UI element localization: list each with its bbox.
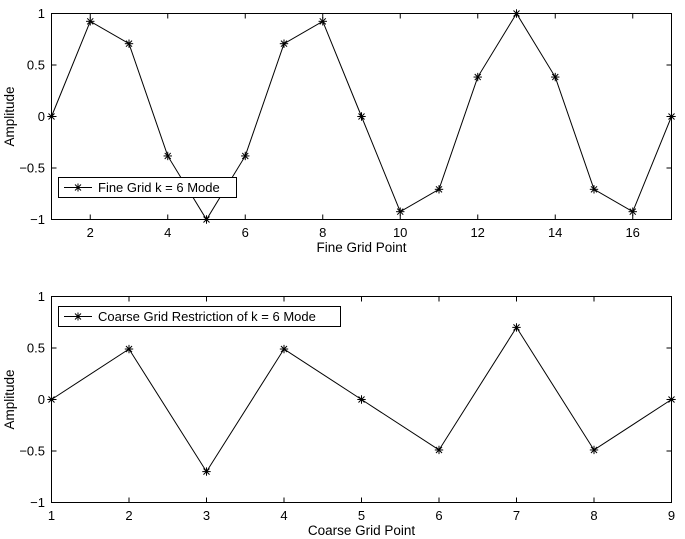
x-tick-label: 4 — [164, 225, 171, 240]
x-tick-label: 6 — [242, 225, 249, 240]
x-tick-label: 8 — [590, 508, 597, 523]
legend-box — [58, 306, 341, 327]
x-tick-label: 9 — [668, 508, 675, 523]
data-point-marker — [667, 112, 676, 121]
y-axis-label: Amplitude — [2, 86, 17, 146]
x-tick-label: 4 — [280, 508, 287, 523]
data-point-marker — [357, 112, 366, 121]
data-point-marker — [318, 17, 327, 26]
x-axis-fine: 2 4 6 8 10 12 14 16 Fine Grid Point — [87, 13, 640, 255]
data-point-marker — [163, 151, 172, 161]
x-tick-label: 5 — [358, 508, 365, 523]
data-point-marker — [124, 39, 134, 48]
x-tick-label: 16 — [625, 225, 639, 240]
legend-label: Coarse Grid Restriction of k = 6 Mode — [98, 309, 316, 324]
y-tick-label: −0.5 — [19, 444, 45, 459]
y-tick-label: 0 — [38, 392, 45, 407]
y-axis-coarse: −1 −0.5 0 0.5 1 Amplitude — [2, 289, 672, 510]
y-tick-label: 1 — [38, 289, 45, 304]
x-tick-label: 8 — [319, 225, 326, 240]
x-tick-label: 6 — [435, 508, 442, 523]
x-tick-label: 10 — [393, 225, 407, 240]
data-point-marker — [279, 39, 289, 48]
data-point-marker — [86, 17, 95, 26]
plot-area-fine — [47, 9, 676, 224]
data-point-marker — [202, 215, 211, 224]
legend-fine: Fine Grid k = 6 Mode — [58, 177, 237, 198]
data-point-marker — [202, 467, 211, 476]
y-tick-label: 0.5 — [27, 58, 45, 73]
x-tick-label: 7 — [513, 508, 520, 523]
plot-area-coarse — [47, 323, 676, 476]
legend-marker-asterisk — [74, 183, 82, 192]
y-tick-label: 0 — [38, 109, 45, 124]
x-axis-label: Coarse Grid Point — [308, 523, 416, 538]
y-tick-label: 0.5 — [27, 341, 45, 356]
data-point-marker — [47, 395, 56, 404]
data-point-marker — [628, 207, 637, 216]
data-point-marker — [512, 323, 521, 332]
data-point-marker — [124, 344, 134, 354]
y-tick-label: 1 — [38, 6, 45, 21]
y-axis-label: Amplitude — [2, 369, 17, 429]
y-tick-label: −1 — [30, 212, 45, 227]
data-point-marker — [551, 72, 560, 82]
data-point-marker — [589, 445, 599, 455]
data-point-marker — [357, 395, 366, 404]
data-point-marker — [279, 344, 289, 354]
legend-coarse: Coarse Grid Restriction of k = 6 Mode — [58, 306, 341, 327]
data-point-marker — [396, 207, 405, 216]
y-tick-label: −1 — [30, 495, 45, 510]
y-tick-label: −0.5 — [19, 161, 45, 176]
data-point-marker — [473, 72, 482, 82]
x-tick-label: 1 — [48, 508, 55, 523]
subplot-coarse-grid: −1 −0.5 0 0.5 1 Amplitude 1 2 3 4 5 6 7 … — [2, 289, 676, 538]
data-point-marker — [434, 445, 444, 455]
data-point-marker — [434, 185, 444, 194]
data-point-marker — [589, 185, 599, 194]
legend-box — [58, 177, 237, 198]
x-axis-coarse: 1 2 3 4 5 6 7 8 9 Coarse Grid Point — [48, 296, 675, 538]
x-tick-label: 2 — [87, 225, 94, 240]
x-tick-label: 2 — [125, 508, 132, 523]
data-point-marker — [47, 112, 56, 121]
data-point-marker — [512, 9, 521, 18]
data-point-marker — [667, 395, 676, 404]
y-axis-fine: −1 −0.5 0 0.5 1 Amplitude — [2, 6, 672, 227]
legend-label: Fine Grid k = 6 Mode — [98, 180, 220, 195]
x-tick-label: 3 — [203, 508, 210, 523]
x-axis-label: Fine Grid Point — [316, 240, 406, 255]
subplot-fine-grid: −1 −0.5 0 0.5 1 Amplitude 2 4 6 8 10 12 … — [2, 6, 676, 255]
data-point-marker — [241, 151, 250, 161]
legend-marker-asterisk — [74, 312, 82, 321]
x-tick-label: 12 — [470, 225, 484, 240]
x-tick-label: 14 — [548, 225, 562, 240]
